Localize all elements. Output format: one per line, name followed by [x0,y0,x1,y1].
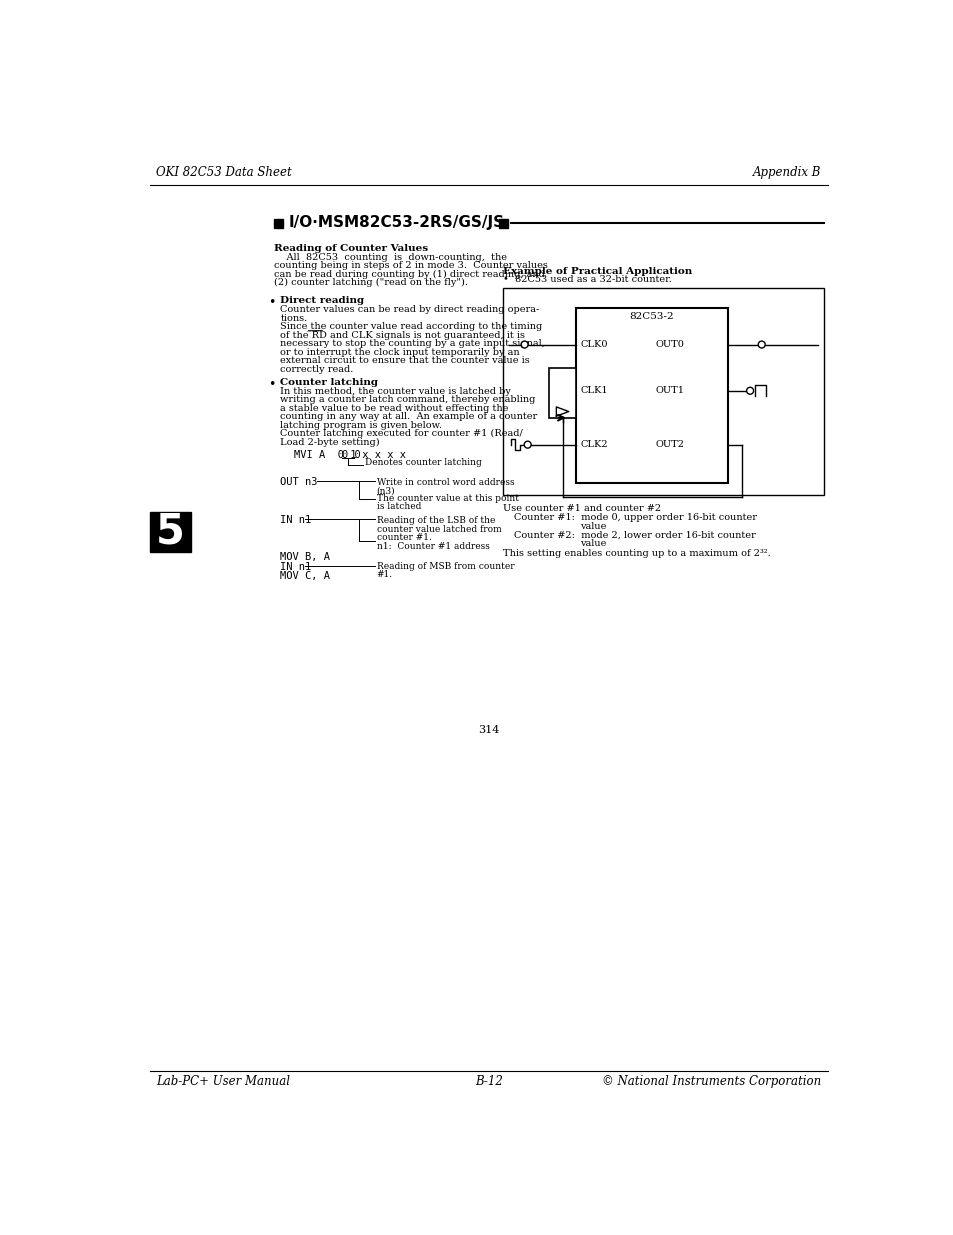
Text: n1:  Counter #1 address: n1: Counter #1 address [376,542,489,551]
Text: 82C53-2: 82C53-2 [629,312,674,321]
Text: MOV C, A: MOV C, A [280,571,330,580]
Text: IN n1: IN n1 [280,562,312,572]
Text: MOV B, A: MOV B, A [280,552,330,562]
Text: Counter #2:  mode 2, lower order 16-bit counter: Counter #2: mode 2, lower order 16-bit c… [513,531,755,540]
Text: of the ̅R̅D and CLK signals is not guaranteed, it is: of the ̅R̅D and CLK signals is not guara… [280,331,525,340]
Bar [549,368,576,417]
Circle shape [520,341,528,348]
Text: OUT0: OUT0 [655,340,683,350]
Circle shape [746,388,753,394]
Text: IN n1: IN n1 [280,515,312,525]
Text: counting in any way at all.  An example of a counter: counting in any way at all. An example o… [280,412,537,421]
Text: Appendix B: Appendix B [752,167,821,179]
Bar [502,288,823,495]
Text: This setting enables counting up to a maximum of 2³².: This setting enables counting up to a ma… [502,548,770,557]
Text: OKI 82C53 Data Sheet: OKI 82C53 Data Sheet [156,167,292,179]
Text: Reading of MSB from counter: Reading of MSB from counter [376,562,514,571]
Text: value: value [579,521,606,531]
Text: #1.: #1. [376,571,393,579]
Text: Example of Practical Application: Example of Practical Application [502,267,691,275]
Text: Load 2-byte setting): Load 2-byte setting) [280,437,379,447]
Bar [498,219,507,227]
Text: is latched: is latched [376,503,420,511]
Text: writing a counter latch command, thereby enabling: writing a counter latch command, thereby… [280,395,536,404]
Text: a stable value to be read without effecting the: a stable value to be read without effect… [280,404,508,412]
Text: © National Instruments Corporation: © National Instruments Corporation [601,1074,821,1088]
Text: 314: 314 [477,725,499,735]
Text: Counter latching executed for counter #1 (Read/: Counter latching executed for counter #1… [280,430,522,438]
Text: CLK2: CLK2 [579,440,607,450]
Text: •: • [268,296,275,309]
Text: I/O·MSM82C53-2RS/GS/JS: I/O·MSM82C53-2RS/GS/JS [288,215,504,231]
Text: Counter #1:  mode 0, upper order 16-bit counter: Counter #1: mode 0, upper order 16-bit c… [513,514,756,522]
Text: •: • [268,378,275,390]
Text: OUT n3: OUT n3 [280,477,317,487]
Bar [576,308,727,483]
Text: latching program is given below.: latching program is given below. [280,421,442,430]
Text: (n3): (n3) [376,487,395,495]
Text: In this method, the counter value is latched by: In this method, the counter value is lat… [280,387,511,396]
Text: correctly read.: correctly read. [280,364,354,373]
Text: Counter values can be read by direct reading opera-: Counter values can be read by direct rea… [280,305,539,314]
Text: counter #1.: counter #1. [376,534,431,542]
Text: Lab-PC+ User Manual: Lab-PC+ User Manual [156,1074,290,1088]
Text: Direct reading: Direct reading [280,296,364,305]
Text: The counter value at this point: The counter value at this point [376,494,518,503]
Text: MVI A  0 1: MVI A 0 1 [294,450,362,461]
Text: can be read during counting by (1) direct reading, and: can be read during counting by (1) direc… [274,270,544,279]
Text: Write in control word address: Write in control word address [376,478,514,487]
Text: Reading of Counter Values: Reading of Counter Values [274,243,428,253]
Text: external circuit to ensure that the counter value is: external circuit to ensure that the coun… [280,356,530,366]
Circle shape [523,441,531,448]
Text: CLK1: CLK1 [579,387,607,395]
Text: All  82C53  counting  is  down-counting,  the: All 82C53 counting is down-counting, the [274,253,507,262]
Text: •  82C53 used as a 32-bit counter.: • 82C53 used as a 32-bit counter. [502,275,671,284]
Text: OUT2: OUT2 [655,440,683,450]
Bar [274,219,282,227]
Text: Denotes counter latching: Denotes counter latching [365,458,481,467]
Text: counter value latched from: counter value latched from [376,525,500,534]
Text: 0 0: 0 0 [341,450,360,461]
Text: Since the counter value read according to the timing: Since the counter value read according t… [280,322,542,331]
Text: necessary to stop the counting by a gate input signal,: necessary to stop the counting by a gate… [280,340,545,348]
Text: Use counter #1 and counter #2: Use counter #1 and counter #2 [502,504,660,513]
Text: x x x x: x x x x [355,450,405,461]
Text: B-12: B-12 [475,1074,502,1088]
Circle shape [758,341,764,348]
Text: value: value [579,540,606,548]
Text: 5: 5 [155,510,185,552]
Text: Counter latching: Counter latching [280,378,378,387]
Text: OUT1: OUT1 [655,387,683,395]
Text: or to interrupt the clock input temporarily by an: or to interrupt the clock input temporar… [280,347,519,357]
Text: tions.: tions. [280,314,308,322]
Text: counting being in steps of 2 in mode 3.  Counter values: counting being in steps of 2 in mode 3. … [274,262,548,270]
Text: Reading of the LSB of the: Reading of the LSB of the [376,516,495,525]
Text: CLK0: CLK0 [579,340,607,350]
Bar [150,511,191,552]
Text: (2) counter latching ("read on the fly").: (2) counter latching ("read on the fly")… [274,278,468,288]
